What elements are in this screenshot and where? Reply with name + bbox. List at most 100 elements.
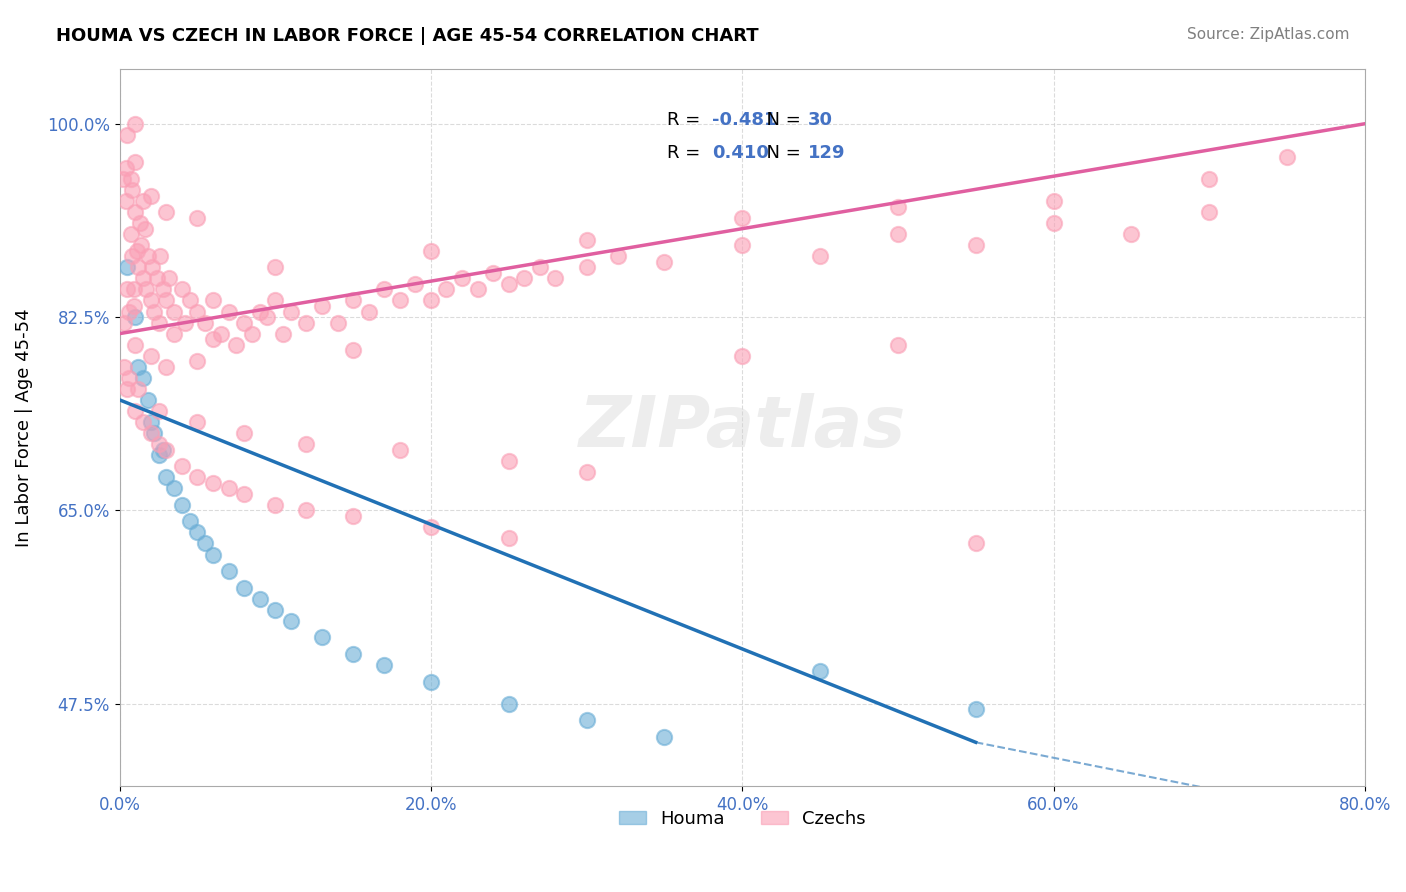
Point <box>132 271 155 285</box>
Point <box>124 117 146 131</box>
Point <box>388 293 411 308</box>
Point <box>575 465 598 479</box>
Point <box>357 304 380 318</box>
Point <box>498 453 520 467</box>
Point <box>233 425 256 440</box>
Point <box>295 503 318 517</box>
Point <box>498 697 520 711</box>
Point <box>1042 194 1064 208</box>
Point <box>1121 227 1143 242</box>
Point <box>654 255 676 269</box>
Point <box>136 392 159 407</box>
Point <box>121 249 143 263</box>
Point <box>233 487 256 501</box>
Point <box>233 581 256 595</box>
Point <box>134 221 156 235</box>
Point <box>186 525 208 540</box>
Point <box>731 211 754 225</box>
Point <box>148 448 170 462</box>
Point <box>179 515 201 529</box>
Point <box>117 382 139 396</box>
Point <box>139 349 162 363</box>
Point <box>194 316 217 330</box>
Point <box>209 326 232 341</box>
Point <box>342 508 364 523</box>
Point <box>498 531 520 545</box>
Point <box>115 194 138 208</box>
Point <box>436 282 458 296</box>
Point <box>170 282 193 296</box>
Point <box>654 730 676 744</box>
Point <box>575 260 598 275</box>
Text: HOUMA VS CZECH IN LABOR FORCE | AGE 45-54 CORRELATION CHART: HOUMA VS CZECH IN LABOR FORCE | AGE 45-5… <box>56 27 759 45</box>
Point <box>388 442 411 457</box>
Point <box>142 425 165 440</box>
Point <box>808 664 831 678</box>
Point <box>887 200 910 214</box>
Point <box>731 349 754 363</box>
Point <box>201 332 224 346</box>
Point <box>264 498 287 512</box>
Point <box>482 266 505 280</box>
Legend: Houma, Czechs: Houma, Czechs <box>612 803 873 835</box>
Point <box>419 520 441 534</box>
Point <box>529 260 551 275</box>
Point <box>225 337 247 351</box>
Text: N =: N = <box>755 145 806 162</box>
Point <box>163 304 186 318</box>
Point <box>186 354 208 368</box>
Point <box>264 603 287 617</box>
Point <box>139 415 162 429</box>
Point <box>606 249 628 263</box>
Point <box>124 404 146 418</box>
Point <box>112 359 135 374</box>
Point <box>513 271 536 285</box>
Text: -0.481: -0.481 <box>713 112 778 129</box>
Point <box>118 371 141 385</box>
Point <box>201 548 224 562</box>
Point <box>149 249 172 263</box>
Text: 129: 129 <box>808 145 845 162</box>
Point <box>419 674 441 689</box>
Point <box>544 271 567 285</box>
Point <box>201 293 224 308</box>
Point <box>256 310 278 324</box>
Point <box>342 647 364 661</box>
Point <box>155 442 177 457</box>
Point <box>136 249 159 263</box>
Point <box>111 172 134 186</box>
Point <box>186 470 208 484</box>
Text: R =: R = <box>668 145 706 162</box>
Point <box>887 227 910 242</box>
Point <box>122 282 145 296</box>
Point <box>295 316 318 330</box>
Point <box>117 128 139 142</box>
Point <box>135 282 157 296</box>
Point <box>148 316 170 330</box>
Point <box>179 293 201 308</box>
Point <box>127 359 149 374</box>
Point <box>127 260 149 275</box>
Point <box>121 183 143 197</box>
Point <box>467 282 489 296</box>
Text: R =: R = <box>668 112 706 129</box>
Point <box>142 304 165 318</box>
Point <box>419 293 441 308</box>
Point <box>1275 150 1298 164</box>
Point <box>575 713 598 727</box>
Point <box>118 304 141 318</box>
Point <box>240 326 263 341</box>
Point <box>575 233 598 247</box>
Text: Source: ZipAtlas.com: Source: ZipAtlas.com <box>1187 27 1350 42</box>
Point <box>295 437 318 451</box>
Point <box>127 382 149 396</box>
Point <box>128 216 150 230</box>
Point <box>124 310 146 324</box>
Point <box>155 205 177 219</box>
Point <box>201 475 224 490</box>
Point <box>146 271 169 285</box>
Point <box>249 591 271 606</box>
Point <box>311 299 333 313</box>
Point <box>131 238 153 252</box>
Point <box>186 304 208 318</box>
